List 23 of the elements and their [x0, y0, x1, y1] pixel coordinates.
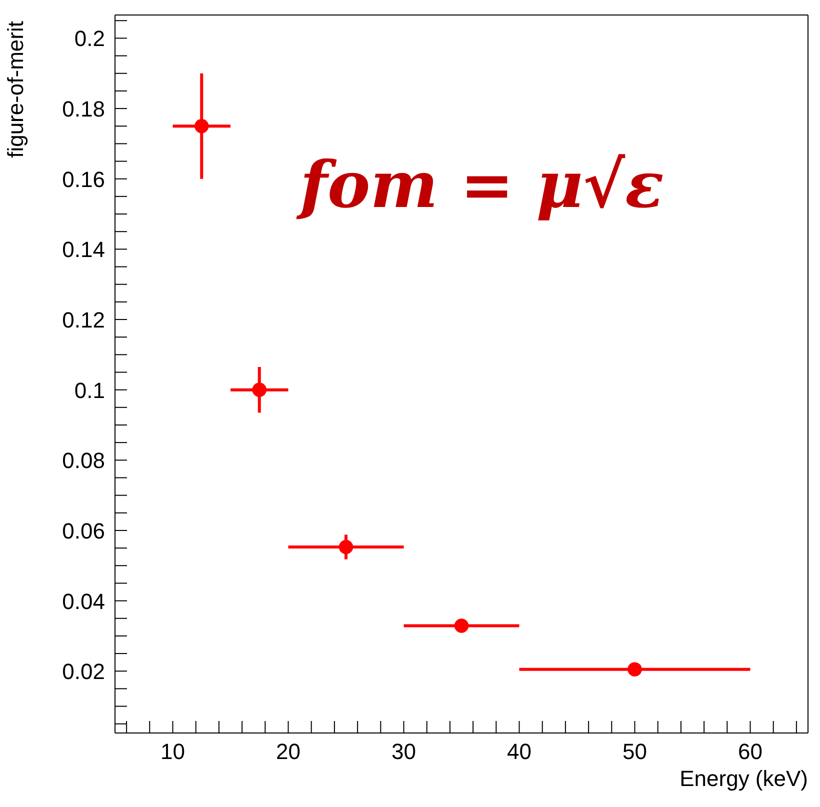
point [252, 382, 267, 397]
x-tick-label: 20 [276, 739, 300, 764]
y-tick-label: 0.12 [62, 308, 105, 332]
point [454, 618, 469, 633]
point [338, 540, 354, 554]
y-tick-label: 0.18 [62, 96, 105, 122]
x-tick-label: 30 [392, 739, 416, 764]
y-tick-label: 0.2 [74, 26, 105, 52]
y-axis-title: figure-of-merit [3, 21, 29, 160]
y-tick-label: 0.06 [62, 518, 105, 544]
y-tick-label: 0.16 [62, 166, 105, 192]
x-tick-label: 50 [622, 739, 647, 764]
y-tick-label: 0.04 [62, 588, 105, 614]
y-tick-label: 0.08 [62, 448, 105, 474]
point [194, 118, 209, 134]
x-tick-label: 60 [738, 739, 762, 764]
x-tick-label: 40 [507, 739, 532, 764]
x-axis-title: Energy (keV) [680, 766, 808, 792]
y-tick-label: 0.02 [62, 659, 105, 684]
x-tick-label: 10 [160, 739, 185, 764]
point [628, 662, 642, 676]
y-tick-label: 0.14 [62, 237, 105, 262]
y-tick-label: 0.1 [74, 378, 105, 403]
